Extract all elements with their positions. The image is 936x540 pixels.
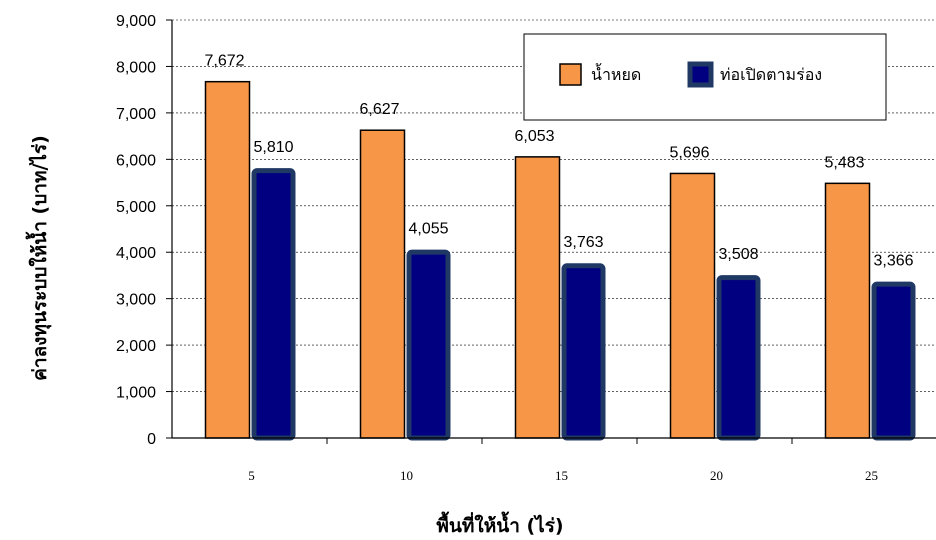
y-tick-labels: 0 1,000 2,000 3,000 4,000 5,000 6,000 7,000 8,00… [116,13,156,448]
data-label-furrow: 3,366 [873,253,913,270]
data-label-drip: 5,696 [669,144,709,161]
data-label-drip: 5,483 [824,154,864,171]
bar-drip [359,129,406,439]
data-label-drip: 6,053 [514,128,554,145]
legend-swatch-furrow [687,61,714,88]
y-tick-label: 5,000 [116,199,156,216]
y-tick-label: 3,000 [116,292,156,309]
axes [166,19,936,444]
bar-drip [204,80,251,439]
x-tick-label: 20 [710,468,723,483]
data-label-furrow: 3,508 [718,246,758,263]
y-tick-label: 1,000 [116,385,156,402]
data-label-furrow: 4,055 [408,221,448,238]
y-tick-label: 4,000 [116,245,156,262]
legend: น้ำหยด ท่อเปิดตามร่อง [523,33,887,121]
x-tick-label: 15 [555,468,568,483]
y-tick-label: 6,000 [116,152,156,169]
data-labels: 7,672 5,810 6,627 4,055 6,053 3,763 5,696 3,508… [204,53,913,270]
data-label-drip: 7,672 [204,53,244,70]
x-tick-label: 25 [865,468,878,483]
bar-drip [669,172,716,439]
y-tick-label: 8,000 [116,59,156,76]
legend-label-drip: น้ำหยด [591,63,641,84]
x-tick-labels: 5 10 15 20 25 [248,468,878,483]
y-tick-label: 7,000 [116,106,156,123]
y-tick-label: 2,000 [116,338,156,355]
data-label-furrow: 5,810 [253,139,293,156]
bars [204,80,916,441]
data-label-furrow: 3,763 [563,234,603,251]
bar-furrow [561,263,606,441]
bar-furrow [406,249,451,441]
bar-furrow [251,168,296,441]
x-tick-label: 10 [400,468,413,483]
bar-furrow [716,275,761,441]
y-tick-label: 9,000 [116,13,156,30]
x-tick-label: 5 [248,468,255,483]
data-label-drip: 6,627 [359,101,399,118]
y-tick-label: 0 [147,431,156,448]
legend-swatch-drip [559,63,582,86]
x-axis-title: พื้นที่ให้น้ำ (ไร่) [436,511,563,537]
bar-furrow [871,281,916,441]
y-axis-title: ค่าลงทุนระบบให้น้ำ (บาท/ไร่) [25,135,52,381]
bar-drip [824,182,871,439]
bar-drip [514,156,561,439]
legend-label-furrow: ท่อเปิดตามร่อง [720,65,822,84]
